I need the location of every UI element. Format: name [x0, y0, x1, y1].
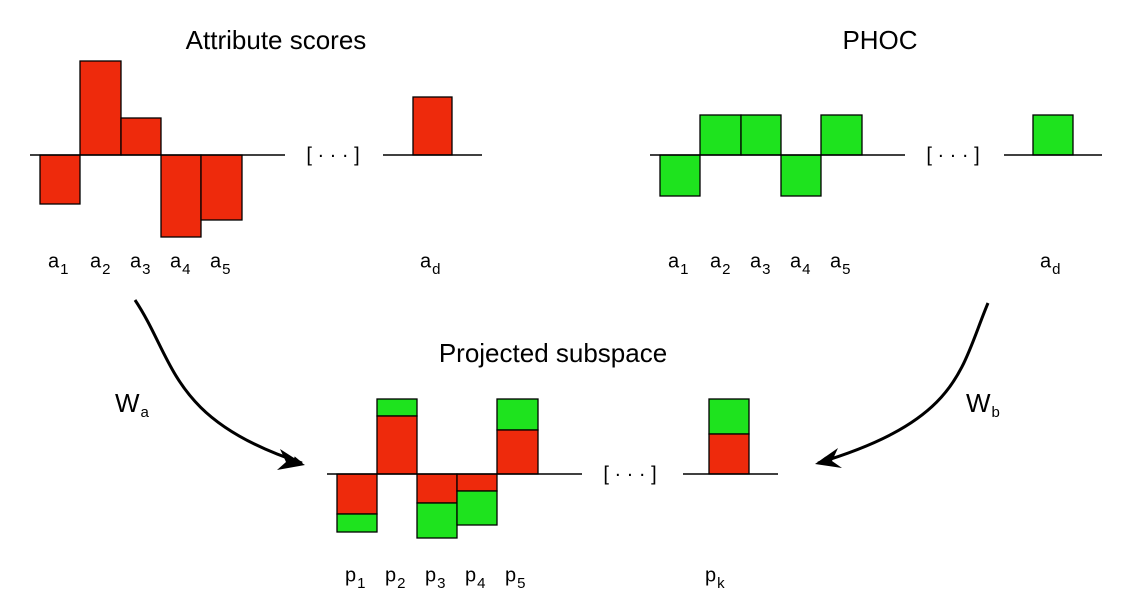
label-subscript: 2 [102, 261, 110, 278]
label-subscript: 3 [142, 261, 150, 278]
label-base: p [505, 564, 516, 586]
label-subscript: 5 [842, 261, 850, 278]
label-subscript: 3 [762, 261, 770, 278]
label-base: a [710, 250, 722, 272]
label-subscript: 5 [222, 261, 230, 278]
attribute-bars [30, 60, 482, 238]
ellipsis: [ · · · ] [306, 144, 359, 166]
panel-title: PHOC [842, 25, 917, 55]
label-base: W [115, 388, 140, 418]
label-base: a [790, 250, 802, 272]
label-subscript: 2 [397, 575, 405, 592]
label-subscript: d [432, 261, 440, 278]
label-subscript: 2 [722, 261, 730, 278]
label-subscript: 1 [357, 575, 365, 592]
label-subscript: 3 [437, 575, 445, 592]
ellipsis: [ · · · ] [926, 144, 979, 166]
label-base: p [385, 564, 396, 586]
label-base: a [668, 250, 680, 272]
label-base: a [750, 250, 762, 272]
label-base: a [830, 250, 842, 272]
ellipsis: [ · · · ] [603, 463, 656, 485]
label-subscript: 1 [60, 261, 68, 278]
label-base: p [465, 564, 476, 586]
label-base: p [345, 564, 356, 586]
label-base: a [48, 250, 60, 272]
label-base: a [1040, 250, 1052, 272]
label-base: a [210, 250, 222, 272]
arrow [817, 302, 990, 465]
phoc-bars [650, 114, 1102, 197]
label-base: p [425, 564, 436, 586]
label-base: a [130, 250, 142, 272]
projected-bars [327, 398, 778, 539]
label-base: W [966, 388, 991, 418]
label-subscript: 4 [182, 261, 190, 278]
label-base: a [170, 250, 182, 272]
label-subscript: 1 [680, 261, 688, 278]
label-base: p [705, 564, 716, 586]
arrowhead [815, 448, 842, 468]
label-subscript: 5 [517, 575, 525, 592]
label-base: a [90, 250, 102, 272]
label-subscript: 4 [802, 261, 810, 278]
label-subscript: k [717, 575, 725, 592]
label-base: a [420, 250, 432, 272]
label-subscript: b [992, 404, 1000, 421]
arrowhead [277, 449, 305, 470]
panel-title: Projected subspace [439, 338, 667, 368]
label-subscript: 4 [477, 575, 485, 592]
panel-title: Attribute scores [186, 25, 367, 55]
label-subscript: d [1052, 261, 1060, 278]
label-subscript: a [141, 404, 150, 421]
arrow [133, 299, 303, 465]
